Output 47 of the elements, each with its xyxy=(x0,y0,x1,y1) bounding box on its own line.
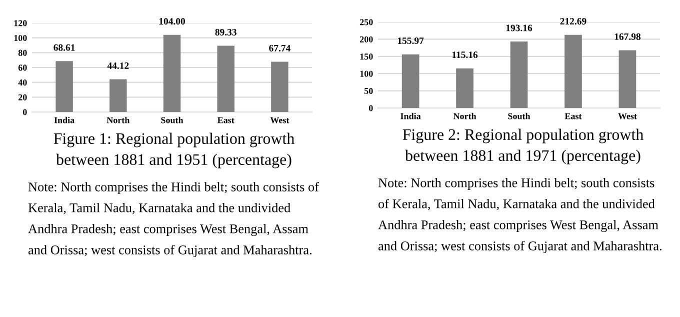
bar xyxy=(163,34,181,112)
text: Figure 2: Regional population growth between 1881 and 1971 (percentage) xyxy=(402,128,644,164)
data-label: 212.69 xyxy=(560,18,586,25)
text: Note: North comprises the Hindi belt; south consists of Kerala, Tamil Nadu, Karnataka and the undivided Andhra Pradesh; east comprises West Bengal, Assam and Orissa; west consists of Gujarat and Maharashtra. xyxy=(378,178,662,254)
data-label: 115.16 xyxy=(452,52,478,58)
bar xyxy=(56,61,73,112)
text: Note: North comprises the Hindi belt; south consists of Kerala, Tamil Nadu, Karnataka and the undivided Andhra Pradesh; east comprises West Bengal, Assam and Orissa; west consists of Gujarat and Maharashtra. xyxy=(28,182,319,258)
y-tick-label: 40 xyxy=(18,79,27,86)
x-tick-label: India xyxy=(400,112,421,120)
bar xyxy=(402,54,420,108)
bar xyxy=(510,42,528,108)
bar xyxy=(110,79,127,112)
y-tick-label: 80 xyxy=(18,50,27,56)
y-tick-label: 200 xyxy=(360,36,373,42)
y-tick-label: 100 xyxy=(14,34,27,42)
x-tick-label: West xyxy=(270,117,290,124)
x-tick-label: North xyxy=(453,112,476,120)
y-tick-label: 120 xyxy=(14,20,27,26)
y-tick-label: 250 xyxy=(360,19,373,26)
y-tick-label: 20 xyxy=(18,94,27,100)
y-tick-label: 150 xyxy=(360,54,373,60)
text: Figure 1: Regional population growth between 1881 and 1951 (percentage) xyxy=(54,132,294,168)
y-tick-label: 0 xyxy=(22,109,27,116)
data-label: 104.00 xyxy=(159,18,185,25)
x-tick-label: East xyxy=(564,113,582,120)
y-tick-label: 100 xyxy=(360,70,373,77)
data-label: 67.74 xyxy=(269,44,290,52)
data-label: 89.33 xyxy=(215,28,236,36)
y-tick-label: 50 xyxy=(364,88,373,94)
data-label: 68.61 xyxy=(54,44,75,51)
bar xyxy=(456,68,474,108)
y-tick-label: 60 xyxy=(18,64,27,71)
x-tick-label: East xyxy=(217,117,234,124)
data-label: 167.98 xyxy=(614,33,641,40)
bar xyxy=(217,46,234,112)
bar xyxy=(618,50,636,108)
x-tick-label: South xyxy=(161,116,184,124)
x-tick-label: South xyxy=(508,112,530,120)
data-label: 155.97 xyxy=(398,38,424,44)
x-tick-label: India xyxy=(54,116,74,124)
y-tick-label: 0 xyxy=(368,105,373,112)
x-tick-label: North xyxy=(106,116,130,124)
data-label: 193.16 xyxy=(506,24,532,32)
x-tick-label: West xyxy=(618,113,637,120)
bar xyxy=(271,62,288,112)
bar xyxy=(564,34,582,108)
data-label: 44.12 xyxy=(107,62,129,70)
